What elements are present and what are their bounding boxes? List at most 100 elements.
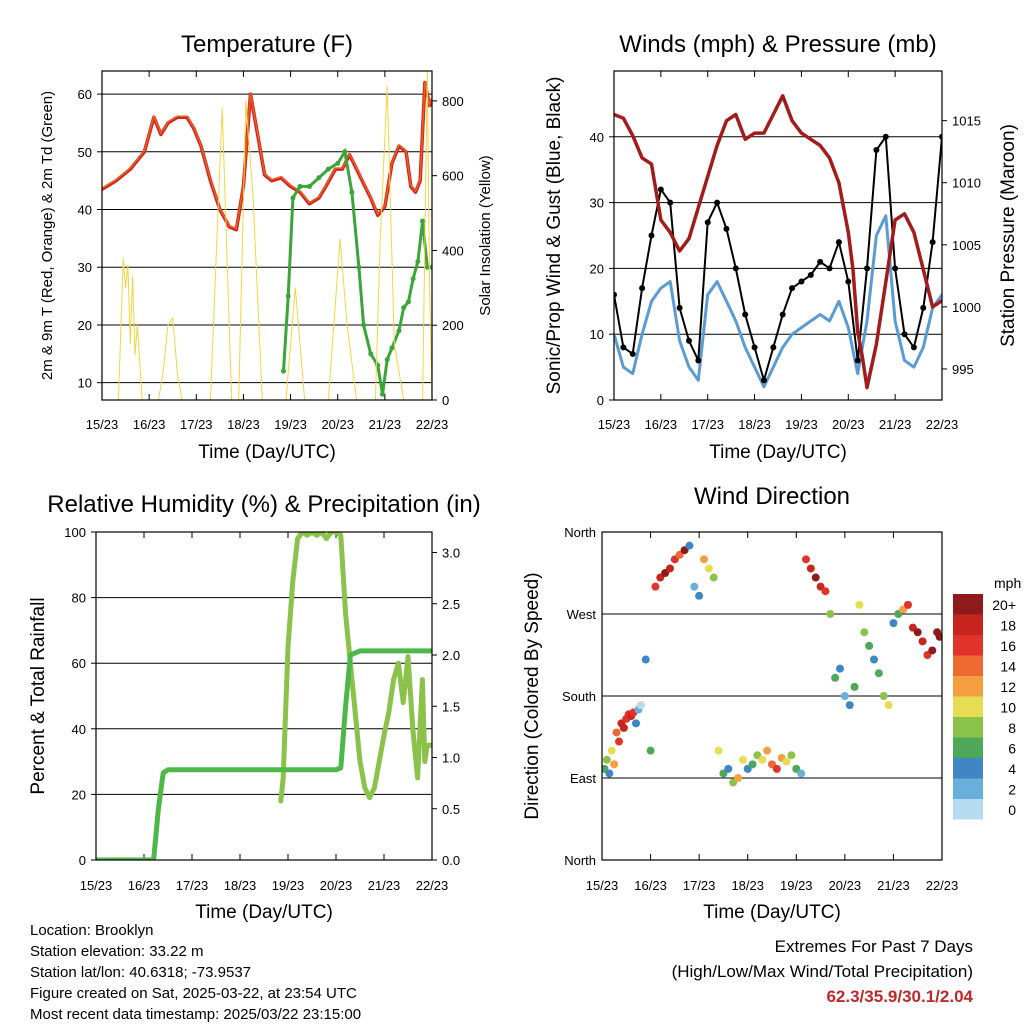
direction-point xyxy=(724,764,733,773)
panel-0-xtick-label: 20/23 xyxy=(321,417,354,432)
direction-point xyxy=(797,769,806,778)
panel-2-ytick-right-label: 1.5 xyxy=(442,699,460,714)
direction-point xyxy=(865,641,874,650)
panel-2-xtick-label: 15/23 xyxy=(80,878,113,893)
direction-point xyxy=(758,755,767,764)
series-solar xyxy=(118,71,432,400)
legend-label: 4 xyxy=(1008,761,1016,777)
direction-point xyxy=(845,701,854,710)
panel-3-xtick-label: 16/23 xyxy=(634,878,667,893)
panel-1-title: Winds (mph) & Pressure (mb) xyxy=(619,31,936,58)
panel-2-xtick-label: 17/23 xyxy=(176,878,209,893)
panel-1-xtick-label: 19/23 xyxy=(785,417,818,432)
panel-1-ytick-label: 10 xyxy=(590,327,604,342)
panel-2-frame xyxy=(95,531,433,861)
legend-swatch xyxy=(953,594,983,615)
panel-3-ytick-label: East xyxy=(570,771,596,786)
panel-2-ytick-label: 20 xyxy=(72,787,86,802)
legend-label: 0 xyxy=(1008,802,1016,818)
panel-0-ytick-label: 60 xyxy=(78,87,92,102)
panel-1-ylabel-right: Station Pressure (Maroon) xyxy=(998,124,1019,347)
legend-label: 18 xyxy=(1000,618,1016,634)
panel-1-xtick-label: 18/23 xyxy=(738,417,771,432)
legend-label: 14 xyxy=(1000,659,1016,675)
figure-created: Figure created on Sat, 2025-03-22, at 23… xyxy=(30,985,357,1002)
panel-2-ytick-label: 100 xyxy=(64,525,86,540)
direction-point xyxy=(811,573,820,582)
direction-point xyxy=(666,564,674,573)
direction-point xyxy=(641,655,650,664)
direction-point xyxy=(685,541,694,550)
direction-point xyxy=(734,774,742,782)
panel-1-ytick-label: 0 xyxy=(597,393,604,408)
panel-2-xtick-label: 19/23 xyxy=(272,878,305,893)
panel-0-xtick-label: 21/23 xyxy=(369,417,402,432)
panel-2-xtick-label: 18/23 xyxy=(224,878,257,893)
panel-3-xtick-label: 22/23 xyxy=(926,878,959,893)
legend-swatch xyxy=(953,655,983,676)
series-precip xyxy=(96,648,432,860)
legend-title: mph xyxy=(994,575,1021,591)
panel-0-ytick-right-label: 400 xyxy=(442,243,464,258)
direction-point xyxy=(632,719,640,728)
panel-2-ylabel: Percent & Total Rainfall xyxy=(28,597,49,794)
panel-2-xtick-label: 22/23 xyxy=(416,878,449,893)
panel-1-xtick-label: 22/23 xyxy=(926,417,959,432)
direction-point xyxy=(913,628,922,637)
direction-point xyxy=(860,628,869,637)
panel-0-ytick-label: 50 xyxy=(78,145,92,160)
panel-2-ytick-right-label: 0.5 xyxy=(442,802,460,817)
panel-1-xtick-label: 15/23 xyxy=(598,417,631,432)
direction-point xyxy=(879,692,888,700)
legend-label: 20+ xyxy=(992,597,1016,613)
direction-point xyxy=(831,673,840,682)
direction-point xyxy=(782,757,791,766)
extremes-subtitle: (High/Low/Max Wind/Total Precipitation) xyxy=(671,962,973,981)
panel-0-xtick-label: 17/23 xyxy=(180,417,213,432)
panel-0-ytick-label: 20 xyxy=(78,318,92,333)
panel-1-ytick-label: 40 xyxy=(590,130,604,145)
panel-3-xtick-label: 21/23 xyxy=(877,878,910,893)
direction-point xyxy=(748,760,757,769)
panel-0-xtick-label: 22/23 xyxy=(416,417,449,432)
direction-point xyxy=(602,755,611,764)
panel-2-xtick-label: 20/23 xyxy=(320,878,353,893)
panel-1-ytick-right-label: 1005 xyxy=(952,238,981,253)
panel-2-ytick-right-label: 3.0 xyxy=(442,546,460,561)
recent-timestamp: Most recent data timestamp: 2025/03/22 2… xyxy=(30,1006,362,1023)
panel-1-xtick-label: 17/23 xyxy=(691,417,724,432)
series-temp9m xyxy=(102,81,432,230)
direction-point xyxy=(935,632,942,641)
panel-1-xtick-label: 21/23 xyxy=(879,417,912,432)
panel-0-ytick-right-label: 600 xyxy=(442,169,464,184)
direction-point xyxy=(821,587,830,596)
panel-0-xtick-label: 16/23 xyxy=(133,417,166,432)
panel-3-xtick-label: 18/23 xyxy=(731,878,764,893)
legend-swatch xyxy=(953,717,983,738)
panel-3-ytick-label: West xyxy=(567,607,597,622)
panel-0-xtick-label: 18/23 xyxy=(227,417,260,432)
legend-swatch xyxy=(953,758,983,779)
panel-3-ytick-label: North xyxy=(564,853,596,868)
panel-3-xlabel: Time (Day/UTC) xyxy=(703,902,841,923)
panel-3-ytick-label: South xyxy=(562,689,596,704)
direction-point xyxy=(855,600,864,609)
direction-point xyxy=(704,564,713,573)
panel-0-ytick-label: 10 xyxy=(78,376,92,391)
legend-swatch xyxy=(953,676,983,697)
panel-0-plot-area xyxy=(102,71,432,400)
panel-0-ytick-right-label: 800 xyxy=(442,94,464,109)
panel-2-plot-area xyxy=(96,532,432,860)
direction-point xyxy=(646,746,655,755)
direction-point xyxy=(840,692,849,700)
legend-label: 12 xyxy=(1000,679,1016,695)
extremes-values: 62.3/35.9/30.1/2.04 xyxy=(826,987,973,1006)
panel-2-ytick-label: 60 xyxy=(72,656,86,671)
direction-point xyxy=(918,637,927,646)
direction-point xyxy=(605,769,614,778)
panel-0-ytick-label: 40 xyxy=(78,203,92,218)
station-location: Location: Brooklyn xyxy=(30,922,154,939)
direction-point xyxy=(700,555,708,564)
panel-0-xlabel: Time (Day/UTC) xyxy=(198,442,336,463)
direction-point xyxy=(607,746,616,755)
